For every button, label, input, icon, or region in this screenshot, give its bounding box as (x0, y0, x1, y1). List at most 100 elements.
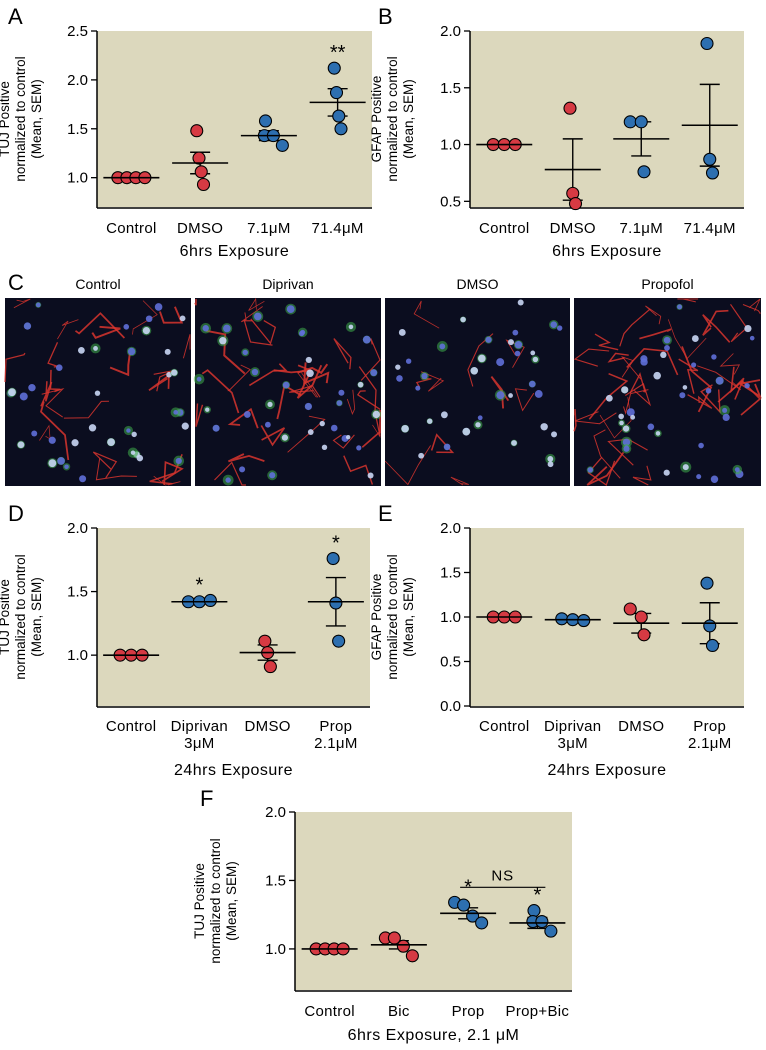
y-axis-label-line: TUJ Positive (192, 863, 207, 939)
cell-nucleus (556, 325, 563, 331)
cell-nucleus (478, 354, 486, 363)
chart-b: B 0.5 1.0 1.5 2.0 GFAP Positive normalized to … (369, 4, 744, 260)
data-point (475, 916, 489, 930)
cell-nucleus (711, 354, 717, 360)
x-tick-label: 2.1μM (688, 735, 732, 752)
cell-nucleus (269, 472, 276, 479)
x-tick-label: Prop (693, 718, 726, 735)
neurite (607, 352, 629, 363)
x-axis-label: 24hrs Exposure (174, 762, 293, 779)
cell-nucleus (550, 321, 558, 328)
cell-nucleus (691, 335, 699, 342)
cell-nucleus (79, 475, 87, 483)
cell-nucleus (57, 457, 65, 465)
y-axis-label-line: (Mean, SEM) (401, 577, 416, 657)
data-point (623, 602, 637, 616)
neurite (719, 353, 741, 375)
cell-nucleus (173, 410, 178, 415)
neurite (243, 320, 273, 346)
neurite (586, 451, 625, 486)
neurite (639, 328, 672, 340)
neurite (623, 389, 649, 415)
neurite (593, 429, 621, 479)
y-axis-label-line: normalized to control (385, 554, 400, 679)
neurite (161, 460, 184, 486)
cell-nucleus (587, 467, 594, 473)
data-point (634, 115, 648, 129)
cell-nucleus (17, 441, 25, 449)
neurite (41, 387, 65, 418)
neurite (677, 298, 699, 303)
significance-marker: * (195, 574, 203, 596)
cell-nucleus (640, 358, 648, 366)
neurite (153, 475, 181, 486)
cell-nucleus (618, 413, 624, 420)
cell-nucleus (722, 407, 728, 413)
data-point (637, 165, 651, 179)
y-axis-label-line: (Mean, SEM) (29, 577, 44, 657)
cell-nucleus (660, 351, 667, 359)
cell-nucleus (136, 454, 144, 462)
cell-nucleus (682, 464, 689, 471)
cell-nucleus (370, 369, 378, 377)
neurite (40, 381, 53, 407)
cell-nucleus (367, 472, 374, 479)
cell-nucleus (722, 413, 730, 422)
cell-nucleus (395, 364, 401, 370)
cell-nucleus (744, 324, 752, 333)
cell-nucleus (514, 350, 521, 357)
cell-nucleus (475, 422, 481, 428)
cell-nucleus (534, 390, 543, 398)
data-point (329, 596, 343, 610)
neurite (303, 362, 330, 385)
cell-nucleus (460, 316, 466, 323)
cell-nucleus (254, 312, 262, 321)
cell-nucleus (630, 414, 636, 420)
cell-nucleus (281, 434, 289, 441)
neurite (95, 458, 137, 481)
y-axis-label: GFAP Positive normalized to control (Mean,… (369, 56, 416, 181)
data-point (577, 614, 591, 628)
neurite (358, 366, 381, 437)
cell-nucleus (48, 436, 56, 444)
cell-nucleus (401, 424, 409, 433)
cell-nucleus (440, 411, 448, 419)
data-point (194, 165, 208, 179)
data-point (387, 931, 401, 945)
cell-nucleus (528, 380, 536, 388)
cell-nucleus (130, 450, 136, 455)
neurite (702, 309, 729, 336)
data-point (405, 949, 419, 963)
x-tick-label: Control (304, 1003, 354, 1020)
cell-nucleus (511, 440, 517, 446)
y-tick-label: 0.0 (440, 698, 461, 715)
cell-nucleus (23, 322, 32, 330)
cell-nucleus (421, 372, 428, 380)
cell-nucleus (622, 438, 631, 446)
x-tick-label: Prop+Bic (506, 1003, 570, 1020)
cell-nucleus (264, 421, 271, 428)
cell-nucleus (496, 358, 505, 367)
cell-nucleus (196, 376, 202, 382)
data-point (544, 924, 558, 938)
cell-nucleus (94, 390, 101, 396)
y-axis-label-line: (Mean, SEM) (29, 79, 44, 159)
x-tick-label: Prop (452, 1003, 485, 1020)
y-axis-label-line: normalized to control (13, 554, 28, 679)
x-tick-label: Diprivan (171, 718, 228, 735)
plot-background (97, 528, 370, 706)
data-point (703, 152, 717, 166)
cell-nucleus (179, 315, 186, 322)
data-point (275, 138, 289, 152)
cell-nucleus (551, 431, 558, 438)
cell-nucleus (131, 431, 137, 438)
x-tick-label: Prop (319, 718, 352, 735)
x-tick-label: 3μM (558, 735, 588, 752)
cell-nucleus (321, 444, 328, 451)
neurite (587, 456, 616, 486)
y-tick-label: 1.5 (265, 872, 286, 889)
x-axis-label: 24hrs Exposure (547, 762, 666, 779)
cell-nucleus (396, 375, 403, 382)
x-axis-label: 6hrs Exposure, 2.1 μM (348, 1027, 520, 1044)
neurite (594, 333, 619, 351)
